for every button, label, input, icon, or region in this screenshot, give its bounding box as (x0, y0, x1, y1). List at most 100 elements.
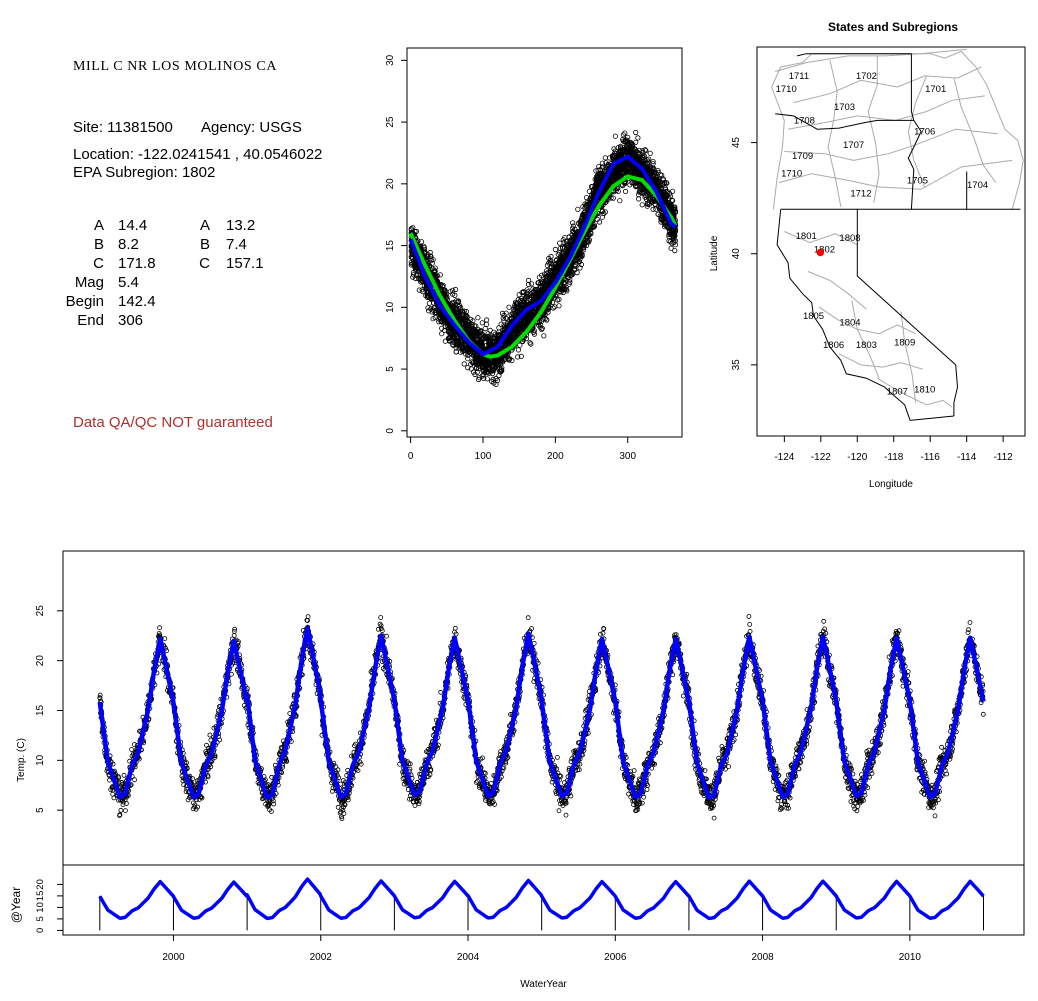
agency: Agency: USGS (201, 119, 302, 136)
param-left-value: 142.4 (118, 293, 156, 310)
data-point (129, 747, 135, 752)
data-point (190, 776, 196, 781)
data-point (107, 777, 112, 783)
region-label: 1807 (887, 387, 908, 398)
data-point (575, 206, 581, 212)
region-label: 1703 (834, 102, 855, 113)
x-tick-label: 300 (619, 451, 636, 462)
data-point (461, 361, 467, 367)
data-point (121, 772, 127, 778)
data-point (556, 303, 562, 309)
subregion-line (787, 95, 985, 130)
subregion-line (784, 128, 998, 161)
param-right-label: A (199, 217, 210, 234)
data-point (669, 188, 676, 194)
y-tick-label: 0 (385, 428, 396, 434)
data-point (118, 807, 124, 813)
data-point (425, 305, 431, 311)
subregion-line (953, 77, 997, 183)
plot-frame (406, 47, 683, 438)
data-point (500, 315, 506, 321)
y-tick-label: 5 (385, 366, 396, 372)
data-point (612, 133, 619, 139)
data-point (483, 321, 490, 327)
y-tick-label: 20 (385, 178, 396, 190)
data-point (541, 333, 547, 339)
param-left-label: Mag (74, 274, 104, 291)
data-point (97, 692, 103, 698)
data-point (132, 777, 138, 783)
param-left-value: 5.4 (118, 274, 139, 291)
x-tick-label: -124 (774, 452, 794, 463)
data-point (557, 240, 563, 246)
region-label: 1710 (776, 84, 797, 95)
region-label: 1803 (856, 340, 877, 351)
region-label: 1706 (914, 126, 935, 137)
subregion-line (775, 48, 967, 72)
y-tick-label: 25 (385, 116, 396, 128)
data-point (506, 304, 512, 310)
data-point (617, 198, 623, 204)
x-tick-label: -112 (993, 452, 1013, 463)
param-left-label: A (93, 217, 104, 234)
data-point (437, 272, 443, 278)
data-point (552, 246, 559, 253)
y-tick-label: 30 (385, 54, 396, 66)
subregion-line (793, 66, 982, 104)
data-point (515, 347, 522, 353)
data-point (487, 327, 493, 333)
region-label: 1708 (794, 115, 815, 126)
state-border (910, 415, 954, 421)
data-point (475, 315, 481, 321)
param-right-value: 13.2 (226, 217, 256, 234)
data-point (602, 155, 608, 161)
param-right-label: C (199, 255, 210, 272)
region-label: 1707 (843, 140, 864, 151)
region-label: 1809 (894, 338, 915, 349)
data-point (517, 342, 523, 348)
subregion-boundaries (771, 48, 1024, 408)
data-point (650, 206, 656, 212)
region-label: 1712 (850, 189, 871, 200)
param-left-label: B (93, 236, 104, 253)
subregion-line (807, 271, 867, 310)
region-label: 1702 (856, 71, 877, 82)
param-left-value: 306 (118, 312, 144, 329)
data-point (439, 331, 445, 337)
subregion-line (827, 60, 842, 208)
data-point (426, 300, 432, 306)
param-left-label: Begin (65, 293, 104, 310)
data-point (483, 317, 490, 323)
site-marker (816, 248, 825, 257)
param-left-label: C (93, 255, 104, 272)
data-point (622, 188, 629, 194)
region-label: 1704 (967, 180, 988, 191)
x-tick-label: -120 (847, 452, 867, 463)
x-tick-label: -118 (884, 452, 904, 463)
region-label: 1705 (907, 175, 928, 186)
y-tick-label: 10 (385, 301, 396, 313)
data-point (672, 248, 678, 254)
data-point (633, 129, 639, 136)
y-tick-label: 15 (385, 240, 396, 252)
region-label: 1810 (914, 384, 935, 395)
map-ylabel: Latitude (709, 235, 720, 271)
qa-disclaimer: Data QA/QC NOT guaranteed (73, 414, 273, 431)
fit-parameters: A 14.4 B 8.2 C 171.8 Mag 5.4 Begin 142.4… (40, 216, 340, 336)
data-point (647, 150, 653, 156)
map-panel: States and SubregionsLongitudeLatitude-1… (709, 20, 1026, 490)
region-label: 1805 (803, 311, 824, 322)
data-point (482, 325, 488, 332)
data-point (452, 286, 459, 293)
param-left-label: End (77, 312, 104, 329)
region-label: 1801 (796, 231, 817, 242)
region-label: 1711 (789, 71, 809, 82)
x-tick-label: -122 (811, 452, 831, 463)
x-tick-label: 0 (408, 451, 414, 462)
location: Location: -122.0241541 , 40.0546022 (73, 146, 323, 163)
data-point (635, 196, 642, 202)
map-title: States and Subregions (828, 20, 958, 34)
